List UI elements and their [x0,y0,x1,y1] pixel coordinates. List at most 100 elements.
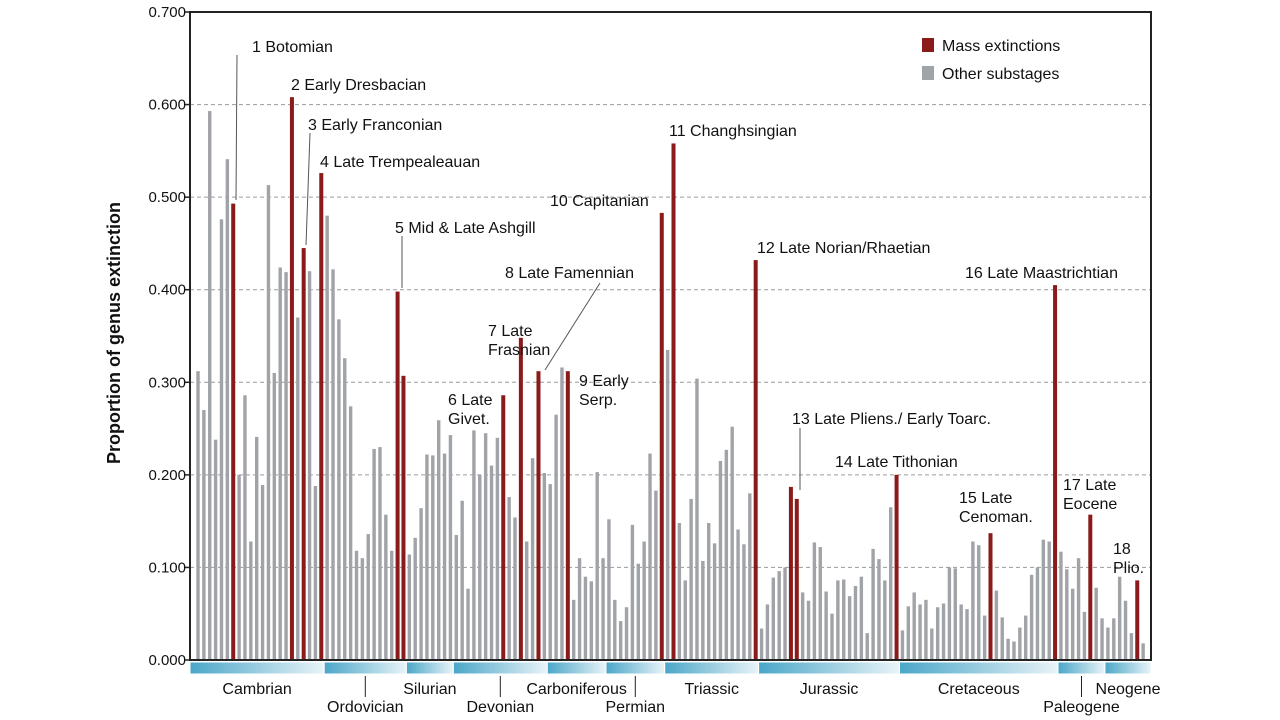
mass-extinction-bar [894,474,899,660]
substage-bar [971,541,975,660]
mass-extinction-bar [753,260,758,660]
period-segment [1057,661,1106,675]
mass-extinction-bar [289,97,294,661]
substage-bar [442,453,447,660]
annotation-label: Eocene [1063,496,1117,513]
substage-bar [724,449,729,660]
substage-bar [912,592,916,660]
mass-extinction-bar [659,212,664,660]
substage-bar [425,454,429,660]
substage-bar [255,436,259,660]
mass-extinction-bar [301,248,306,660]
substage-bar [607,519,611,660]
substage-bar [260,485,265,660]
mass-extinction-bar [231,203,236,660]
substage-bar [877,559,881,660]
substage-bar [941,603,946,660]
substage-bar [777,571,781,660]
substage-bar [935,607,940,660]
substage-bar [348,406,353,660]
substage-bar [431,455,435,660]
substage-bar [1029,574,1034,660]
substage-bar [560,367,564,660]
substage-bar [577,558,582,660]
substage-bar [982,615,987,660]
annotation-leader-line [305,132,311,246]
y-tick-label: 0.100 [148,559,186,576]
substage-bar [507,497,511,660]
substage-bar [1070,588,1075,660]
substage-bar [1059,551,1063,660]
annotation-label: Givet. [448,411,490,428]
mass-extinction-bar [1088,514,1093,660]
mass-extinction-bar [988,533,993,660]
substage-bar [701,560,705,660]
substage-bar [1012,641,1016,660]
substage-bar [360,558,365,660]
substage-bar [947,567,952,660]
annotation-label: 2 Early Dresbacian [291,77,426,94]
substage-bar [595,472,599,660]
substage-bar [472,430,476,660]
substage-bar [648,453,652,660]
period-segment [452,661,548,675]
substage-bar [1112,618,1116,660]
substage-bar [759,628,764,660]
substage-bar [900,630,905,660]
substage-bar [307,271,312,660]
annotation-label: 1 Botomian [252,39,333,56]
annotation-label: 7 Late [488,323,533,340]
annotation-label: 11 Changhsingian [669,123,797,140]
substage-bar [624,607,629,660]
substage-bar [865,633,869,660]
substage-bar [407,554,412,660]
mass-extinction-bar [501,395,506,660]
substage-bar [906,606,911,660]
annotation-label: Cenoman. [959,509,1033,526]
period-segment [323,661,407,675]
substage-bar [871,548,875,660]
substage-bar [454,535,458,660]
substage-bar [513,517,517,660]
substage-bar [959,604,963,660]
substage-bar [1024,615,1028,660]
substage-bar [1041,539,1046,660]
mass-extinction-bar [671,143,676,660]
substage-bar [742,544,746,660]
legend-label: Other substages [942,66,1059,83]
substage-bar [1123,600,1128,660]
substage-bar [1047,541,1051,660]
substage-bar [930,628,934,660]
substage-bar [530,458,535,660]
substage-bar [213,439,218,660]
substage-bar [677,522,682,660]
annotation-label: 18 [1113,541,1131,558]
substage-bar [1006,638,1010,660]
substage-bar [448,435,453,660]
annotation-label: 9 Early [579,373,629,390]
substage-bar [712,543,717,660]
substage-bar [836,580,840,660]
substage-bar [730,426,734,660]
mass-extinction-bar [1053,285,1058,660]
substage-bar [196,371,200,660]
mass-extinction-bar [518,337,523,660]
legend: Mass extinctions Other substages [922,38,1060,83]
mass-extinction-bar [794,498,799,660]
substage-bar [542,473,547,660]
substage-bar [202,410,206,660]
substage-bar [695,378,699,660]
period-segment [758,661,901,675]
period-label: Ordovician [327,699,403,716]
y-tick-label: 0.700 [148,4,186,21]
substage-bar [284,272,288,660]
substage-bar [548,484,552,660]
substage-bar [466,588,470,660]
annotation-label: 10 Capitanian [550,193,649,210]
substage-bar [736,529,740,660]
substage-bar [977,545,981,660]
period-label: Triassic [684,681,739,698]
substage-bar [1106,627,1110,660]
substage-bar [853,585,858,660]
